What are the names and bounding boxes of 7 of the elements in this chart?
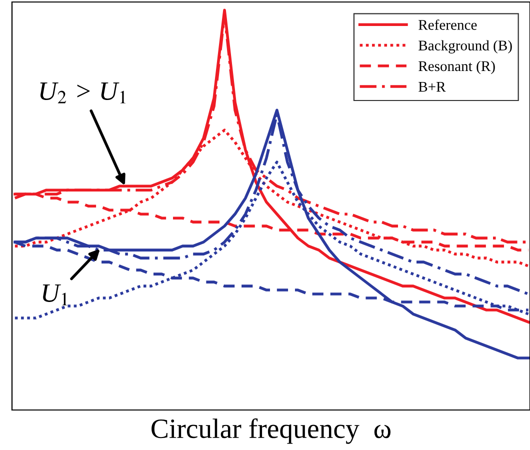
annotation: U$_{1}$ (42, 284, 68, 306)
annotation: U$_{2}$ > U$_{1}$ (40, 82, 126, 104)
legend-label: Reference (418, 19, 477, 30)
legend-label: Background (B) (418, 40, 512, 54)
x-axis-title: Circular frequency ω (152, 418, 390, 444)
legend-label: B+R (418, 82, 446, 92)
legend-label: Resonant (R) (418, 60, 495, 74)
